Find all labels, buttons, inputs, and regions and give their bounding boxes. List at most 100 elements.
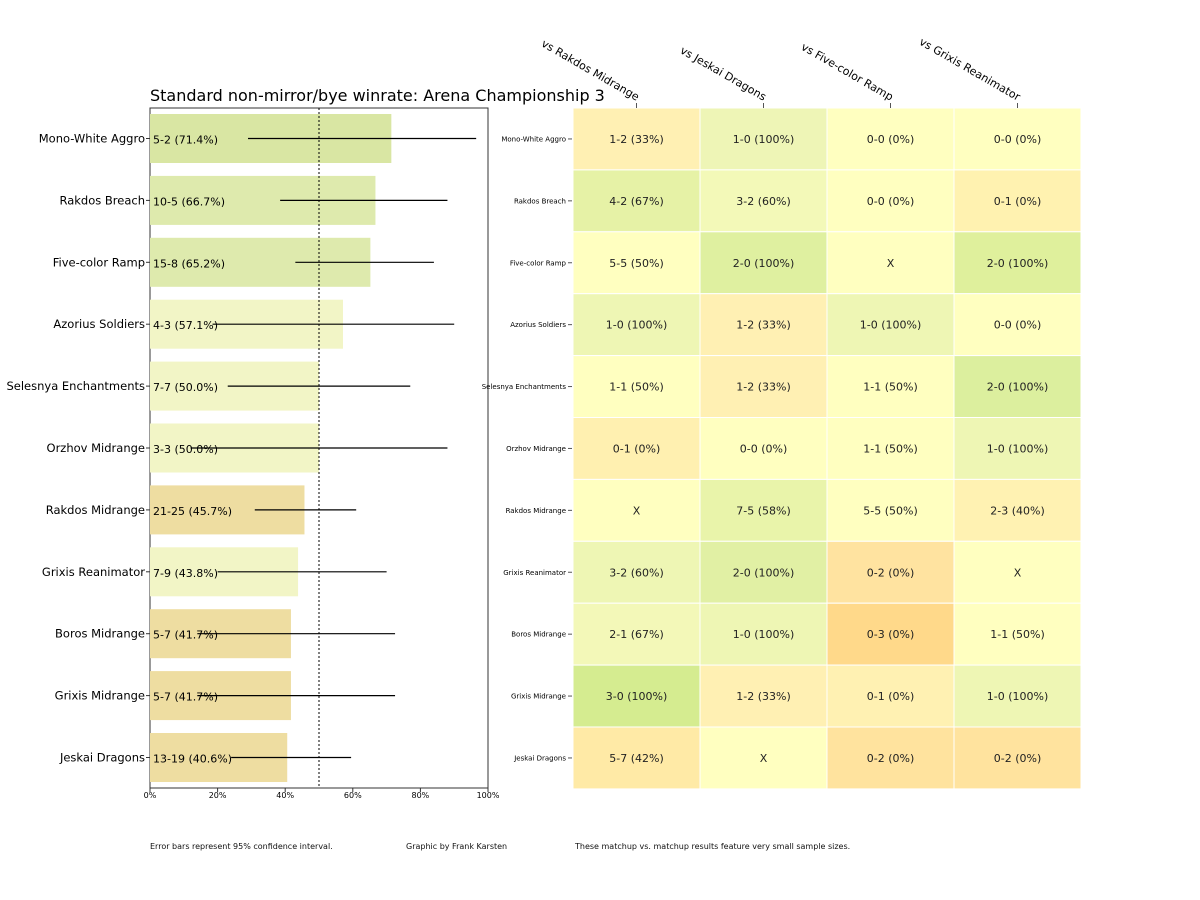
matchup-cell xyxy=(826,726,955,790)
matchup-cell xyxy=(699,726,828,790)
matchup-cell xyxy=(953,107,1082,171)
matchup-cell-value: 3-2 (60%) xyxy=(609,566,664,579)
matchup-row-label: Orzhov Midrange xyxy=(506,445,566,453)
deck-name-label: Grixis Reanimator xyxy=(42,565,145,579)
matchup-cell xyxy=(572,107,701,171)
bar-value-label: 15-8 (65.2%) xyxy=(153,257,225,270)
bar-value-label: 13-19 (40.6%) xyxy=(153,753,232,766)
x-tick-label: 20% xyxy=(209,791,227,800)
matchup-cell-value: 1-0 (100%) xyxy=(987,442,1049,455)
matchup-cell xyxy=(826,540,955,604)
deck-name-label: Five-color Ramp xyxy=(53,255,145,269)
bar-value-label: 5-2 (71.4%) xyxy=(153,134,218,147)
matchup-cell-value: 1-2 (33%) xyxy=(609,133,664,146)
matchup-cell-value: 0-1 (0%) xyxy=(994,195,1042,208)
matchup-cell xyxy=(572,169,701,233)
x-tick-label: 60% xyxy=(344,791,362,800)
bar-value-label: 3-3 (50.0%) xyxy=(153,443,218,456)
matchup-cell xyxy=(699,293,828,357)
matchup-column-label: vs Jeskai Dragons xyxy=(678,44,769,104)
matchup-cell xyxy=(572,355,701,419)
bar-value-label: 10-5 (66.7%) xyxy=(153,195,225,208)
matchup-cell-value: 5-7 (42%) xyxy=(609,752,664,765)
matchup-cell-value: X xyxy=(1014,566,1022,579)
matchup-cell xyxy=(953,602,1082,666)
matchup-cell-value: 0-0 (0%) xyxy=(994,319,1042,332)
matchup-cell-value: 1-1 (50%) xyxy=(863,381,918,394)
matchup-cell-value: 2-0 (100%) xyxy=(987,381,1049,394)
matchup-cell xyxy=(699,478,828,542)
matchup-cell-value: 0-2 (0%) xyxy=(867,566,915,579)
bar-value-label: 7-9 (43.8%) xyxy=(153,567,218,580)
matchup-row-label: Mono-White Aggro xyxy=(501,135,566,143)
matchup-cell xyxy=(953,478,1082,542)
matchup-cell xyxy=(953,664,1082,728)
bar-value-label: 21-25 (45.7%) xyxy=(153,505,232,518)
matchup-cell-value: 7-5 (58%) xyxy=(736,504,791,517)
deck-name-label: Grixis Midrange xyxy=(55,689,145,703)
matchup-cell-value: 2-1 (67%) xyxy=(609,628,664,641)
matchup-cell xyxy=(953,726,1082,790)
matchup-row-label: Boros Midrange xyxy=(511,631,566,639)
matchup-column-label: vs Five-color Ramp xyxy=(799,40,896,103)
matchup-cell xyxy=(699,355,828,419)
matchup-cell-value: 3-0 (100%) xyxy=(606,690,668,703)
matchup-cell xyxy=(826,231,955,295)
matchup-row-label: Grixis Reanimator xyxy=(503,569,566,577)
sample-size-note: These matchup vs. matchup results featur… xyxy=(575,842,851,851)
matchup-cell-value: 3-2 (60%) xyxy=(736,195,791,208)
matchup-cell xyxy=(953,169,1082,233)
matchup-row-label: Five-color Ramp xyxy=(510,259,567,267)
matchup-cell-value: 1-1 (50%) xyxy=(990,628,1045,641)
matchup-cell xyxy=(953,355,1082,419)
x-tick-label: 0% xyxy=(144,791,157,800)
matchup-cell-value: 1-2 (33%) xyxy=(736,319,791,332)
matchup-cell-value: X xyxy=(760,752,768,765)
matchup-cell-value: 2-0 (100%) xyxy=(733,257,795,270)
deck-name-label: Boros Midrange xyxy=(55,627,145,641)
matchup-cell xyxy=(826,417,955,480)
deck-name-label: Selesnya Enchantments xyxy=(6,379,145,393)
matchup-cell xyxy=(826,169,955,233)
deck-name-label: Rakdos Breach xyxy=(59,193,145,207)
deck-name-label: Azorius Soldiers xyxy=(53,317,145,331)
deck-name-label: Rakdos Midrange xyxy=(46,503,145,517)
deck-name-label: Mono-White Aggro xyxy=(39,132,145,146)
matchup-cell xyxy=(699,602,828,666)
matchup-cell-value: 1-1 (50%) xyxy=(609,381,664,394)
error-bar-note: Error bars represent 95% confidence inte… xyxy=(150,842,333,851)
matchup-cell-value: 0-3 (0%) xyxy=(867,628,915,641)
matchup-cell xyxy=(826,107,955,171)
bar-value-label: 4-3 (57.1%) xyxy=(153,319,218,332)
matchup-cell-value: 1-0 (100%) xyxy=(987,690,1049,703)
matchup-cell-value: 1-0 (100%) xyxy=(733,628,795,641)
matchup-cell-value: 1-0 (100%) xyxy=(606,319,668,332)
matchup-cell-value: 1-2 (33%) xyxy=(736,690,791,703)
matchup-cell-value: 4-2 (67%) xyxy=(609,195,664,208)
bar-chart-title: Standard non-mirror/bye winrate: Arena C… xyxy=(150,86,605,105)
matchup-cell-value: 1-0 (100%) xyxy=(860,319,922,332)
matchup-cell-value: 0-1 (0%) xyxy=(613,442,661,455)
matchup-row-label: Rakdos Midrange xyxy=(506,507,566,515)
graphic-credit: Graphic by Frank Karsten xyxy=(406,842,508,851)
matchup-cell xyxy=(826,293,955,357)
matchup-cell-value: 2-3 (40%) xyxy=(990,504,1045,517)
matchup-cell xyxy=(572,602,701,666)
matchup-cell xyxy=(699,540,828,604)
matchup-cell xyxy=(699,169,828,233)
matchup-cell xyxy=(572,478,701,542)
matchup-row-label: Azorius Soldiers xyxy=(510,321,566,329)
matchup-cell-value: 0-0 (0%) xyxy=(867,195,915,208)
matchup-row-label: Rakdos Breach xyxy=(514,197,566,205)
matchup-cell xyxy=(572,540,701,604)
matchup-cell xyxy=(699,664,828,728)
matchup-cell xyxy=(699,107,828,171)
matchup-cell-value: 0-2 (0%) xyxy=(867,752,915,765)
matchup-cell-value: 5-5 (50%) xyxy=(863,504,918,517)
matchup-cell-value: 0-2 (0%) xyxy=(994,752,1042,765)
matchup-cell-value: X xyxy=(633,504,641,517)
matchup-row-label: Selesnya Enchantments xyxy=(482,383,567,391)
matchup-cell-value: 2-0 (100%) xyxy=(733,566,795,579)
